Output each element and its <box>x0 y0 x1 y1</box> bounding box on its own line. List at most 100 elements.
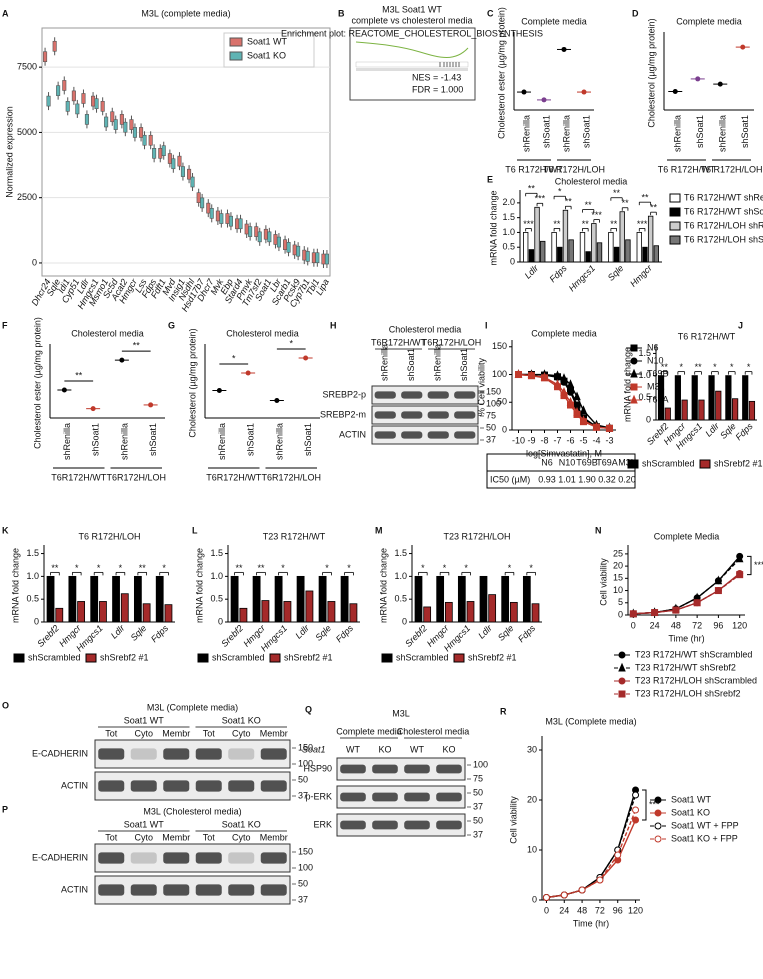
sig-label: * <box>347 563 351 573</box>
annotation: NES = -1.43 <box>412 72 461 82</box>
dot <box>148 402 154 408</box>
box <box>161 145 166 156</box>
bar <box>657 375 665 421</box>
band <box>436 792 462 802</box>
bar <box>531 603 540 623</box>
lane-label: Membr <box>162 728 190 738</box>
y-tick-label: 5000 <box>17 127 37 137</box>
x-tick-label: shSoat1 <box>695 115 705 148</box>
box <box>142 134 147 146</box>
marker <box>614 851 622 859</box>
bar <box>444 601 453 623</box>
legend-swatch <box>197 653 209 663</box>
figure-subtitle: complete vs cholesterol media <box>351 15 472 25</box>
y-tick-label: 0 <box>646 414 651 424</box>
lane-label: Cyto <box>232 832 251 842</box>
legend-swatch <box>85 653 97 663</box>
box <box>171 158 176 170</box>
sig-label: *** <box>535 194 546 204</box>
bar <box>725 375 732 421</box>
band <box>163 852 190 864</box>
y-tick-label: 150 <box>492 341 507 351</box>
sig-label: ** <box>133 341 141 351</box>
legend-label: T6 R172H/WT shRenilla <box>684 192 763 202</box>
box <box>71 90 76 102</box>
box <box>190 176 195 188</box>
bar <box>142 603 151 623</box>
figure-title: Cholesterol media <box>389 324 462 334</box>
panel-letter: M <box>375 525 383 535</box>
panel-letter: I <box>485 320 488 330</box>
y-axis-label: Cholesterol ester (µg/mg protein) <box>496 7 506 139</box>
bar <box>274 575 283 623</box>
dot <box>561 46 567 52</box>
series-line <box>633 555 741 615</box>
x-tick-label: 24 <box>559 905 569 915</box>
marker <box>632 806 640 814</box>
band <box>130 780 157 792</box>
bar <box>585 251 591 263</box>
bar <box>77 601 86 623</box>
chart-title: T6 R172H/LOH <box>78 531 140 541</box>
bar <box>46 575 55 623</box>
y-tick-label: 0.5 <box>210 594 223 604</box>
plot-frame <box>41 27 331 277</box>
group-label: T6 R172H/WT <box>658 164 716 174</box>
table-column: M3L <box>618 457 636 467</box>
lane-label: WT <box>346 744 360 754</box>
y-tick-label: 0 <box>510 256 515 266</box>
x-tick-label: Ldlr <box>476 622 494 640</box>
x-tick-label: Fdps <box>516 623 538 645</box>
bar <box>522 575 531 623</box>
panel-letter: J <box>738 320 743 330</box>
bar <box>120 593 129 623</box>
marker <box>567 388 574 396</box>
x-tick-label: Srebf2 <box>35 623 61 649</box>
band <box>340 792 366 802</box>
group-label: Complete media <box>336 726 402 736</box>
marker <box>592 421 601 431</box>
group-label: T6 R172H/LOH <box>543 164 605 174</box>
bar <box>579 232 586 263</box>
y-tick-label: 1.0 <box>638 370 651 380</box>
bar <box>528 249 535 263</box>
bar <box>55 607 64 623</box>
box <box>132 127 137 138</box>
band <box>427 431 449 439</box>
marker <box>560 373 568 382</box>
box <box>196 192 201 203</box>
bar <box>68 575 77 623</box>
figure-title: M3L <box>392 708 410 718</box>
box <box>62 80 67 91</box>
legend-swatch <box>229 37 243 47</box>
dot <box>274 398 280 403</box>
group-label: T6R172H/WT <box>206 472 262 482</box>
sig-label: * <box>443 563 447 573</box>
hit-marks <box>439 62 460 67</box>
table-column: T69A <box>596 457 618 467</box>
legend-marker <box>618 651 626 659</box>
sig-label: *** <box>637 219 648 229</box>
legend-marker <box>630 357 638 365</box>
box <box>123 121 128 133</box>
band <box>130 884 157 896</box>
chart-title: Cholesterol media <box>71 328 144 338</box>
legend-swatch <box>269 653 281 663</box>
box <box>75 103 80 115</box>
bar <box>568 239 574 263</box>
sig-label: * <box>232 353 236 363</box>
bar <box>608 232 614 263</box>
band <box>260 748 287 760</box>
sig-bracket <box>747 555 752 576</box>
y-axis-label: mRNA fold change <box>488 190 498 265</box>
box <box>263 228 268 240</box>
table-value: 0.93 <box>538 474 556 484</box>
y-axis-label: mRNA fold change <box>10 548 20 623</box>
series-line <box>518 373 610 430</box>
marker <box>540 372 549 381</box>
bar <box>349 603 358 623</box>
x-tick-label: -8 <box>540 435 548 445</box>
chart-title: Complete media <box>676 16 742 26</box>
marker <box>735 553 744 563</box>
legend-swatch <box>669 235 681 245</box>
